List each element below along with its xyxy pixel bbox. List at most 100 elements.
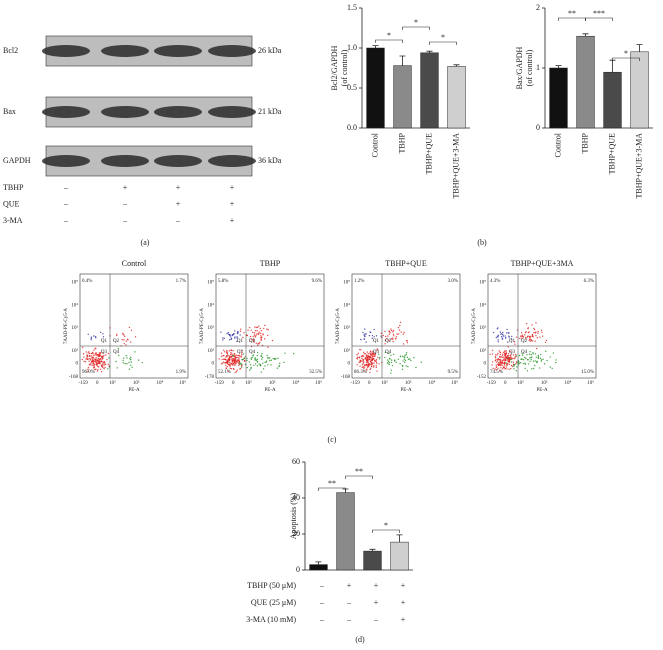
event-dot bbox=[501, 364, 503, 366]
event-dot bbox=[225, 364, 227, 367]
event-dot bbox=[90, 336, 93, 338]
y-tick-label: 20 bbox=[292, 529, 300, 538]
event-dot bbox=[115, 360, 117, 363]
event-dot bbox=[97, 368, 99, 371]
blot-band bbox=[101, 155, 149, 167]
event-dot bbox=[397, 333, 400, 335]
y-tick-label: -168 bbox=[341, 375, 351, 380]
event-dot bbox=[384, 335, 387, 338]
event-dot bbox=[248, 326, 251, 329]
event-dot bbox=[512, 357, 514, 360]
event-dot bbox=[365, 341, 367, 343]
event-dot bbox=[89, 357, 91, 360]
event-dot bbox=[92, 359, 94, 361]
event-dot bbox=[123, 334, 125, 336]
event-dot bbox=[529, 357, 531, 359]
significance-bracket bbox=[612, 57, 640, 61]
event-dot bbox=[527, 327, 529, 329]
event-dot bbox=[390, 328, 392, 330]
blot-band bbox=[101, 106, 149, 118]
event-dot bbox=[500, 335, 503, 338]
event-dot bbox=[221, 362, 224, 364]
event-dot bbox=[227, 360, 229, 363]
event-dot bbox=[91, 364, 93, 367]
event-dot bbox=[356, 358, 359, 360]
event-dot bbox=[232, 349, 234, 352]
event-dot bbox=[509, 350, 511, 353]
event-dot bbox=[537, 357, 540, 360]
event-dot bbox=[263, 338, 266, 340]
event-dot bbox=[237, 364, 240, 367]
event-dot bbox=[266, 354, 268, 357]
event-dot bbox=[362, 331, 364, 334]
event-dot bbox=[401, 355, 404, 358]
event-dot bbox=[407, 366, 409, 368]
event-dot bbox=[378, 358, 381, 360]
event-dot bbox=[262, 327, 265, 330]
event-dot bbox=[122, 357, 125, 359]
event-dot bbox=[242, 353, 245, 355]
band-label: Bcl2 bbox=[3, 46, 18, 55]
blot-band bbox=[42, 106, 90, 118]
event-dot bbox=[240, 356, 242, 358]
treatment-sign: – bbox=[175, 216, 181, 225]
event-dot bbox=[125, 344, 127, 346]
event-dot bbox=[392, 338, 394, 340]
event-dot bbox=[508, 368, 510, 371]
event-dot bbox=[526, 370, 529, 372]
event-dot bbox=[531, 324, 533, 326]
event-dot bbox=[241, 354, 243, 356]
event-dot bbox=[495, 364, 497, 366]
event-dot bbox=[397, 358, 400, 360]
x-tick-label: 10³ bbox=[269, 380, 276, 386]
event-dot bbox=[88, 352, 91, 355]
x-tick-label: -159 bbox=[351, 381, 361, 386]
event-dot bbox=[90, 339, 92, 341]
event-dot bbox=[549, 356, 551, 358]
event-dot bbox=[545, 339, 548, 342]
event-dot bbox=[390, 372, 392, 374]
event-dot bbox=[231, 353, 233, 355]
event-dot bbox=[370, 365, 373, 368]
event-dot bbox=[238, 354, 240, 356]
event-dot bbox=[223, 358, 225, 361]
event-dot bbox=[496, 335, 499, 338]
event-dot bbox=[223, 337, 225, 340]
event-dot bbox=[357, 352, 360, 355]
event-dot bbox=[364, 333, 366, 335]
event-dot bbox=[521, 352, 523, 355]
event-dot bbox=[248, 361, 251, 363]
event-dot bbox=[544, 341, 547, 344]
event-dot bbox=[524, 367, 526, 370]
event-dot bbox=[238, 357, 240, 359]
event-dot bbox=[222, 337, 224, 339]
event-dot bbox=[371, 357, 373, 359]
event-dot bbox=[494, 360, 497, 362]
event-dot bbox=[516, 366, 518, 368]
event-dot bbox=[258, 332, 260, 335]
event-dot bbox=[258, 325, 260, 327]
event-dot bbox=[249, 369, 251, 371]
event-dot bbox=[267, 357, 270, 359]
event-dot bbox=[232, 359, 235, 362]
event-dot bbox=[527, 363, 530, 365]
event-dot bbox=[250, 358, 253, 361]
event-dot bbox=[236, 354, 238, 356]
treatment-sign: + bbox=[374, 598, 379, 607]
event-dot bbox=[492, 331, 495, 334]
event-dot bbox=[127, 339, 129, 341]
event-dot bbox=[240, 352, 243, 354]
event-dot bbox=[227, 331, 229, 334]
event-dot bbox=[510, 361, 513, 363]
y-tick-label: 10³ bbox=[344, 325, 351, 331]
event-dot bbox=[395, 336, 398, 338]
significance-bracket bbox=[318, 487, 346, 491]
event-dot bbox=[504, 350, 506, 352]
treatment-sign: + bbox=[230, 183, 235, 192]
treatment-sign: – bbox=[63, 183, 69, 192]
significance-bracket bbox=[429, 41, 457, 45]
event-dot bbox=[94, 368, 96, 371]
event-dot bbox=[220, 331, 222, 333]
event-dot bbox=[236, 332, 239, 335]
y-axis-label: Apoptosis (%) bbox=[289, 492, 298, 539]
